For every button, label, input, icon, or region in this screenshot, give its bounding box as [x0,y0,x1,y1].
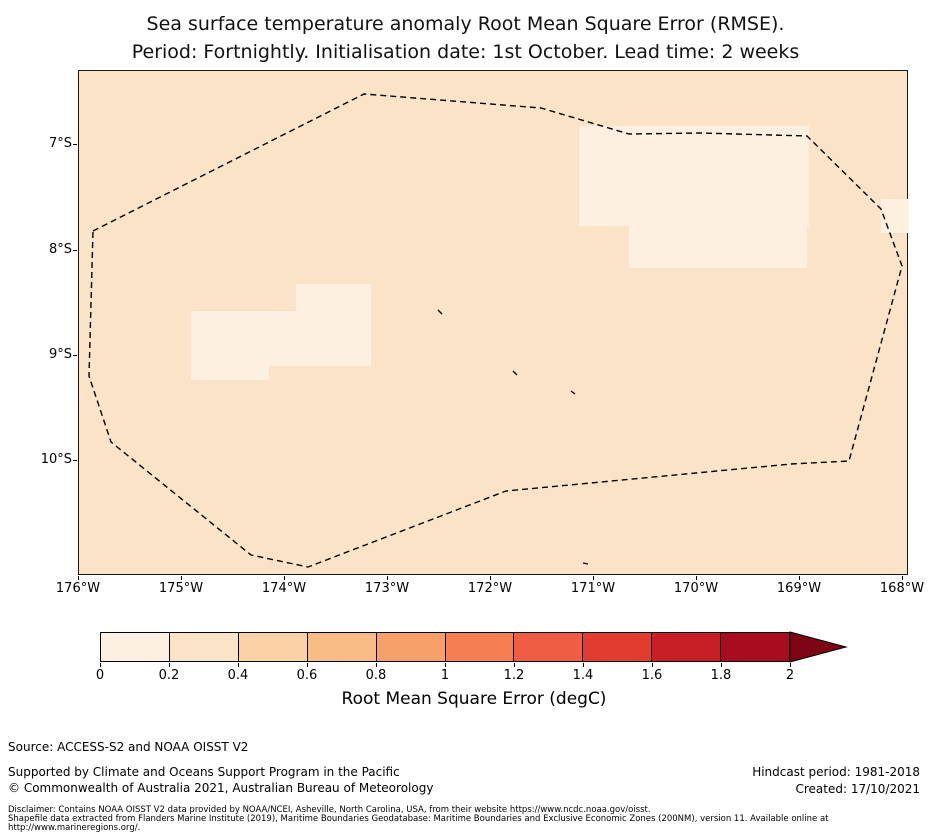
y-tick-label: 10°S [40,452,72,467]
colorbar-tick-label: 0.6 [296,668,318,683]
colorbar-segment [445,633,515,661]
x-tick-label: 174°W [261,581,307,596]
x-tick-mark [593,576,594,580]
low-rmse-patch [191,311,371,366]
x-tick-label: 173°W [364,581,410,596]
y-tick-label: 7°S [48,136,72,151]
colorbar-tick-mark [790,663,791,667]
y-tick-label: 9°S [48,347,72,362]
created-text: Created: 17/10/2021 [795,782,920,796]
colorbar-tick-label: 1 [440,668,450,683]
map-plot-area [78,70,909,575]
x-tick-label: 169°W [776,581,822,596]
island-mark [512,370,518,376]
disclaimer-line3: http://www.marineregions.org/. [8,823,141,833]
colorbar-label: Root Mean Square Error (degC) [341,689,607,709]
colorbar-tick-mark [583,663,584,667]
x-tick-label: 176°W [55,581,101,596]
colorbar-tick-label: 0.8 [365,668,387,683]
colorbar-tick-mark [238,663,239,667]
x-tick-label: 171°W [570,581,616,596]
colorbar-tick-label: 1.6 [641,668,663,683]
x-tick-mark [490,576,491,580]
colorbar-tick-mark [721,663,722,667]
colorbar-tick-label: 1.8 [710,668,732,683]
y-tick-mark [73,355,77,356]
colorbar-segment [307,633,377,661]
low-rmse-patch [579,126,809,226]
colorbar [100,632,790,662]
chart-title-line2: Period: Fortnightly. Initialisation date… [131,41,800,63]
x-tick-mark [696,576,697,580]
colorbar-tick-mark [307,663,308,667]
colorbar-tick-mark [100,663,101,667]
x-tick-mark [387,576,388,580]
low-rmse-patch [881,199,909,233]
island-mark [570,390,576,395]
x-tick-mark [799,576,800,580]
disclaimer-line1: Disclaimer: Contains NOAA OISST V2 data … [8,805,651,815]
hindcast-text: Hindcast period: 1981-2018 [752,765,920,779]
x-tick-label: 172°W [467,581,513,596]
chart-title: Sea surface temperature anomaly Root Mea… [0,10,931,66]
colorbar-segment [238,633,308,661]
chart-title-line1: Sea surface temperature anomaly Root Mea… [146,13,785,35]
x-tick-mark [78,576,79,580]
x-tick-mark [181,576,182,580]
low-rmse-patches-group [191,126,909,380]
island-mark [437,309,443,315]
colorbar-segment [101,633,170,661]
map-svg [88,93,909,568]
low-rmse-patch [191,366,269,380]
colorbar-segment [721,633,790,661]
colorbar-extend-arrow [789,631,848,663]
x-tick-mark [902,576,903,580]
colorbar-segment [514,633,584,661]
colorbar-segment [169,633,239,661]
x-tick-mark [284,576,285,580]
source-text: Source: ACCESS-S2 and NOAA OISST V2 [8,740,249,754]
colorbar-tick-label: 1.4 [572,668,594,683]
colorbar-segment [583,633,653,661]
colorbar-tick-mark [376,663,377,667]
low-rmse-patch [296,284,371,311]
y-tick-mark [73,460,77,461]
y-tick-mark [73,144,77,145]
islands-group [437,309,589,565]
colorbar-tick-label: 1.2 [503,668,525,683]
colorbar-tick-mark [514,663,515,667]
colorbar-segment [376,633,446,661]
colorbar-tick-label: 0.2 [158,668,180,683]
colorbar-tick-mark [652,663,653,667]
supported-text: Supported by Climate and Oceans Support … [8,765,400,779]
low-rmse-patch [629,226,807,268]
eez-boundary-path [88,93,903,568]
colorbar-tick-mark [445,663,446,667]
colorbar-tick-label: 0 [95,668,105,683]
y-tick-label: 8°S [48,242,72,257]
x-tick-label: 170°W [673,581,719,596]
colorbar-segment [652,633,722,661]
colorbar-tick-label: 2 [785,668,795,683]
y-tick-mark [73,250,77,251]
disclaimer-line2: Shapefile data extracted from Flanders M… [8,814,829,824]
copyright-text: © Commonwealth of Australia 2021, Austra… [8,781,434,795]
colorbar-arrow-shape [789,631,848,663]
colorbar-tick-mark [169,663,170,667]
island-mark [582,562,589,565]
colorbar-tick-label: 0.4 [227,668,249,683]
x-tick-label: 168°W [879,581,925,596]
x-tick-label: 175°W [158,581,204,596]
